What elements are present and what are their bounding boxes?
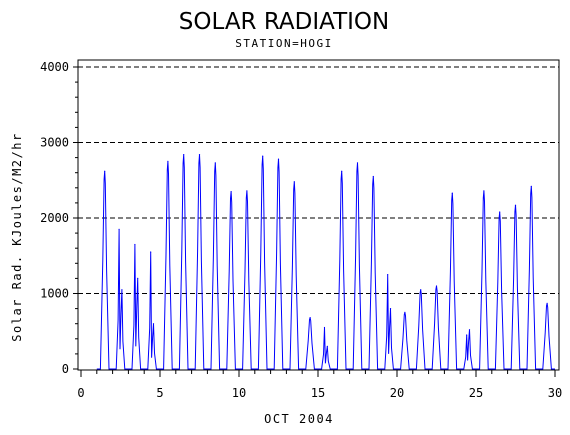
daily-peak-point: [167, 160, 169, 162]
daily-peak-point: [152, 323, 155, 325]
daily-peak-point: [420, 289, 422, 291]
daily-peak-point: [404, 311, 406, 313]
x-tick-label: 5: [156, 386, 163, 400]
chart-subtitle: STATION=HOGI: [235, 37, 332, 50]
daily-peak-point: [372, 175, 374, 178]
daily-peak-point: [435, 285, 438, 287]
daily-peak-point: [499, 211, 501, 213]
daily-peak-point: [121, 289, 123, 291]
daily-peak-point: [389, 308, 392, 310]
daily-peak-point: [341, 170, 343, 172]
radiation-line: [96, 154, 555, 370]
daily-peak-point: [326, 345, 328, 347]
x-tick-label: 25: [469, 386, 483, 400]
daily-peak-point: [309, 317, 311, 319]
x-axis-label: OCT 2004: [264, 412, 334, 426]
daily-peak-point: [293, 181, 295, 183]
x-tick-label: 15: [311, 386, 325, 400]
daily-peak-point: [323, 326, 326, 329]
x-tick-label: 30: [548, 386, 562, 400]
daily-peak-point: [134, 243, 136, 246]
daily-peak-point: [514, 204, 517, 206]
chart-title: SOLAR RADIATION: [179, 9, 389, 35]
daily-peak-point: [483, 190, 485, 192]
daily-peak-point: [466, 334, 468, 336]
daily-peak-point: [277, 158, 280, 160]
x-axis: 0 5 10 15 20 25 30: [77, 370, 562, 400]
x-tick-label: 0: [77, 386, 84, 400]
y-axis: 0 1000 2000 3000 4000: [40, 60, 78, 376]
daily-peak-point: [137, 277, 139, 279]
daily-peak-point: [198, 153, 201, 156]
daily-peak-point: [118, 228, 120, 230]
daily-peak-point: [230, 190, 232, 193]
daily-peak-point: [546, 302, 548, 304]
y-axis-label: Solar Rad. KJoules/M2/hr: [10, 132, 24, 341]
x-tick-label: 20: [390, 386, 404, 400]
daily-peak-point: [150, 251, 152, 253]
daily-peak-point: [468, 329, 471, 331]
series-layer: [96, 153, 555, 370]
y-tick-label: 0: [62, 362, 69, 376]
daily-peak-point: [356, 162, 359, 164]
y-tick-label: 3000: [40, 136, 69, 150]
daily-peak-point: [530, 185, 532, 187]
daily-peak-point: [387, 274, 389, 276]
daily-peak-point: [104, 170, 106, 172]
daily-peak-point: [451, 192, 453, 194]
y-tick-label: 4000: [40, 60, 69, 74]
daily-peak-point: [246, 190, 248, 192]
x-tick-label: 10: [232, 386, 246, 400]
gridlines: [78, 66, 559, 294]
daily-peak-point: [262, 155, 264, 157]
daily-peak-point: [214, 162, 216, 164]
y-tick-label: 1000: [40, 287, 69, 301]
y-tick-label: 2000: [40, 211, 69, 225]
daily-peak-point: [183, 153, 185, 156]
